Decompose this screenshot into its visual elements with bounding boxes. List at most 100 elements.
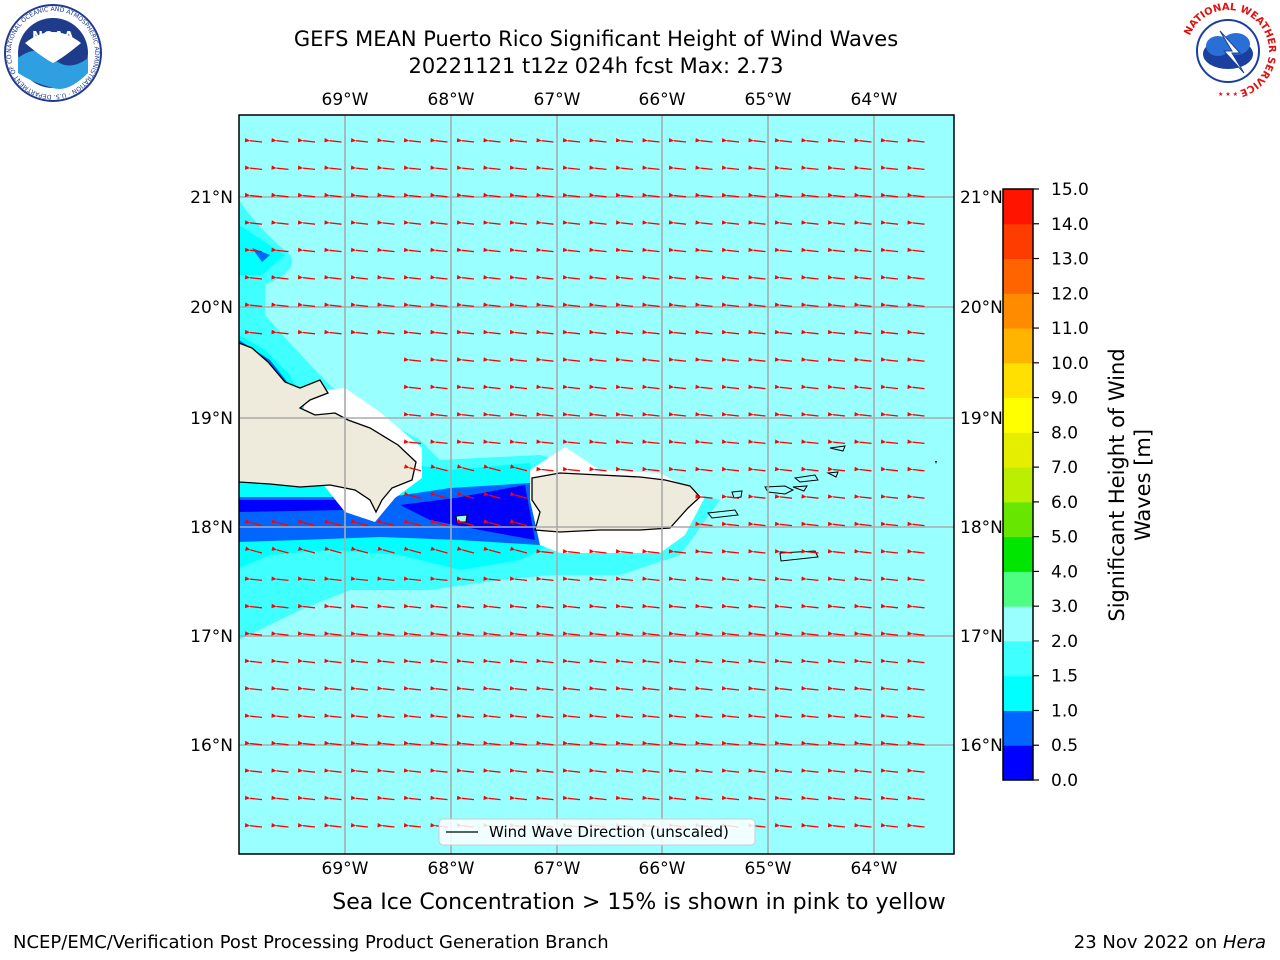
wind-arrow-shaft xyxy=(515,414,528,417)
wind-arrow-shaft xyxy=(912,825,925,828)
wind-arrow-shaft xyxy=(727,331,740,335)
wind-arrow-shaft xyxy=(886,194,899,198)
wind-arrow-shaft xyxy=(594,605,607,609)
wind-arrow-shaft xyxy=(674,331,687,335)
wind-arrow-head xyxy=(721,412,728,417)
wind-arrow-head xyxy=(748,795,754,800)
wind-arrow-head xyxy=(615,466,622,472)
wind-arrow-shaft xyxy=(356,742,369,746)
wind-arrow-head xyxy=(907,603,913,609)
wind-arrow-shaft xyxy=(409,304,422,308)
wind-arrow-head xyxy=(801,823,807,828)
wind-arrow-head xyxy=(774,329,781,335)
wind-arrow-head xyxy=(403,329,410,335)
wind-arrow-shaft xyxy=(541,742,554,746)
wind-arrow-shaft xyxy=(541,441,554,445)
wind-arrow-shaft xyxy=(329,797,342,801)
wind-arrow-head xyxy=(854,412,860,417)
wind-arrow-shaft xyxy=(912,688,925,691)
wind-arrow-head xyxy=(827,603,834,609)
wind-arrow-shaft xyxy=(276,742,289,746)
wind-arrow-shaft xyxy=(488,549,501,554)
wind-arrow-head xyxy=(827,138,834,143)
footer-date: 23 Nov 2022 on Hera xyxy=(1074,932,1266,953)
wind-arrow-head xyxy=(827,466,834,472)
wind-arrow-head xyxy=(562,384,569,389)
wind-arrow-shaft xyxy=(753,249,766,253)
wind-arrow-head xyxy=(483,138,489,143)
wind-arrow-head xyxy=(536,439,542,444)
wind-arrow-shaft xyxy=(409,494,422,499)
wind-arrow-shaft xyxy=(806,277,819,280)
wind-arrow-head xyxy=(271,713,277,718)
wind-arrow-shaft xyxy=(541,578,554,582)
wind-arrow-shaft xyxy=(462,549,475,554)
wind-arrow-shaft xyxy=(435,521,448,527)
wind-arrow-shaft xyxy=(859,578,872,582)
wind-arrow-shaft xyxy=(409,578,422,582)
wind-arrow-shaft xyxy=(515,633,528,636)
wind-arrow-head xyxy=(350,329,357,335)
wind-arrow-head xyxy=(880,302,887,307)
wind-arrow-head xyxy=(907,220,913,225)
wind-arrow-shaft xyxy=(727,523,740,527)
wind-arrow-head xyxy=(536,713,542,718)
wind-arrow-shaft xyxy=(356,549,369,554)
wind-arrow-head xyxy=(827,247,834,252)
wind-arrow-shaft xyxy=(250,249,263,253)
wind-arrow-head xyxy=(854,302,860,307)
wind-arrow-shaft xyxy=(568,578,581,582)
wind-arrow-head xyxy=(668,439,675,444)
wind-arrow-shaft xyxy=(541,605,554,609)
wind-arrow-head xyxy=(668,138,675,143)
wind-arrow-head xyxy=(456,658,463,663)
wind-arrow-shaft xyxy=(647,660,660,664)
wind-arrow-shaft xyxy=(515,222,528,225)
wind-arrow-head xyxy=(536,768,542,773)
wind-arrow-head xyxy=(827,165,834,170)
wind-arrow-shaft xyxy=(780,523,793,527)
wind-arrow-shaft xyxy=(700,386,713,390)
wind-arrow-head xyxy=(350,220,357,225)
wind-arrow-shaft xyxy=(859,688,872,691)
wind-arrow-shaft xyxy=(912,249,925,253)
wind-arrow-shaft xyxy=(462,277,475,280)
wind-arrow-head xyxy=(589,576,595,581)
wind-arrow-shaft xyxy=(250,304,263,308)
sea-ice-caption: Sea Ice Concentration > 15% is shown in … xyxy=(332,890,946,915)
wind-arrow-shaft xyxy=(382,633,395,636)
wind-arrow-head xyxy=(801,631,807,636)
wind-arrow-shaft xyxy=(250,549,263,554)
wind-arrow-head xyxy=(271,138,277,143)
colorbar-segment xyxy=(1003,397,1033,433)
wind-arrow-shaft xyxy=(409,249,422,253)
wind-arrow-head xyxy=(695,768,701,773)
wind-arrow-head xyxy=(562,740,569,746)
wind-arrow-head xyxy=(801,192,807,198)
wind-arrow-head xyxy=(748,686,754,691)
wind-arrow-head xyxy=(403,576,410,581)
wind-arrow-shaft xyxy=(435,331,448,335)
wind-arrow-head xyxy=(430,165,436,170)
wind-arrow-head xyxy=(774,494,781,499)
wind-arrow-shaft xyxy=(488,578,501,582)
wind-arrow-head xyxy=(271,546,277,551)
wind-arrow-shaft xyxy=(700,414,713,417)
wind-arrow-shaft xyxy=(912,770,925,773)
wind-arrow-head xyxy=(854,686,860,691)
wind-arrow-head xyxy=(297,192,304,198)
wind-arrow-head xyxy=(748,740,754,746)
wind-arrow-head xyxy=(297,165,304,170)
wind-arrow-shaft xyxy=(912,277,925,280)
wind-arrow-shaft xyxy=(621,304,634,308)
wind-arrow-head xyxy=(615,795,622,800)
wind-arrow-shaft xyxy=(621,194,634,198)
wind-arrow-shaft xyxy=(912,222,925,225)
wind-arrow-head xyxy=(403,439,410,444)
wind-arrow-shaft xyxy=(806,441,819,445)
wind-arrow-head xyxy=(456,439,463,444)
wind-arrow-head xyxy=(827,220,834,225)
wind-arrow-shaft xyxy=(594,578,607,582)
wind-arrow-head xyxy=(297,740,304,746)
wind-arrow-shaft xyxy=(356,605,369,609)
